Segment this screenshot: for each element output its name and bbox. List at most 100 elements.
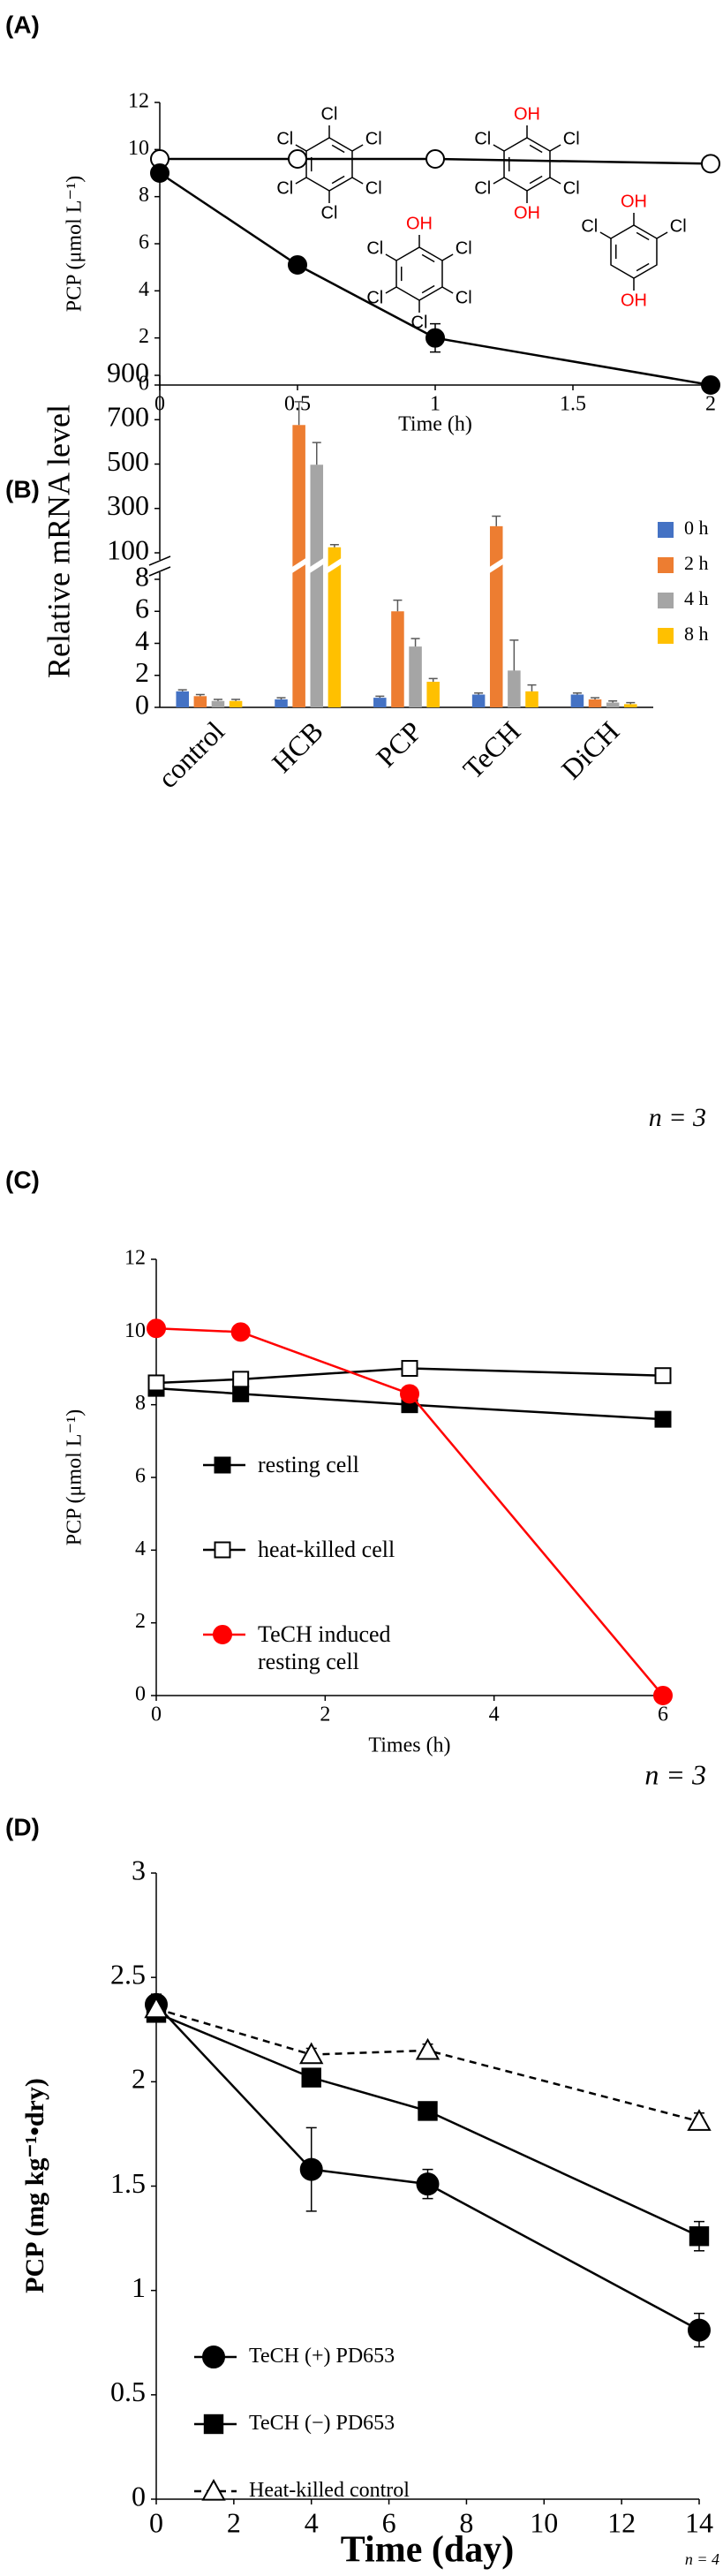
marker [288,149,307,169]
bar [328,547,342,707]
series-line [155,1326,664,1696]
y-tick-label: 8 [139,184,149,207]
panel-label: (B) [5,475,40,502]
y-tick-label: 0 [139,373,149,396]
panel-label: (D) [5,1813,40,1840]
marker [416,2172,440,2196]
error-bar [410,638,420,647]
double-bond [421,284,435,294]
bar [426,682,440,707]
bar [176,691,189,707]
chemical-structure: Cl Cl Cl Cl Cl Cl [276,104,381,223]
y-tick-label: 0 [135,1683,146,1706]
chemical-structure: OH Cl Cl OH Cl Cl [474,104,579,223]
y-axis-label: PCP (μmol L⁻¹) [64,176,87,313]
benzene-ring [395,246,443,301]
error-bar [492,515,501,526]
y-tick-label: 10 [124,1319,146,1342]
bar [588,699,602,707]
marker [299,2157,323,2181]
bar [570,694,584,707]
axis-break [290,557,307,574]
marker [701,154,720,174]
y-tick-label: 500 [107,445,149,477]
series-line [160,157,712,165]
x-tick-label: 8 [459,2507,473,2539]
substituent-bond [295,144,307,152]
marker [150,163,169,183]
x-tick-label: 10 [530,2507,558,2539]
y-tick-label: 100 [107,533,149,565]
legend-swatch [658,628,674,644]
marker [653,1686,673,1705]
marker [689,2226,710,2247]
bar [471,694,486,707]
bar [624,704,637,707]
bar [391,611,404,707]
x-tick-label: 0 [151,1703,162,1726]
legend-label: heat-killed cell [258,1536,395,1562]
x-tick-label: 0 [149,2507,163,2539]
y-tick-label: 2 [135,1610,146,1633]
x-axis-label: Time (h) [398,413,472,436]
double-bond [421,253,435,263]
axis-break [308,557,326,574]
substituent-label: OH [514,203,540,223]
error-bar [509,639,519,671]
series-line [155,2007,700,2123]
chemical-structure: OH Cl Cl Cl Cl Cl [366,214,471,332]
bar [606,702,620,707]
substituent-bond [351,177,364,185]
y-tick-label: 8 [135,1392,146,1415]
marker [299,2042,324,2065]
substituent-label: OH [621,192,647,211]
x-tick-label: 1 [430,392,441,415]
y-tick-label: 0 [132,2480,146,2512]
series-line [155,1367,664,1385]
marker [687,2109,712,2131]
marker [400,1384,419,1404]
error-bar [312,442,321,465]
bar [409,646,422,707]
x-tick-label: 12 [607,2507,636,2539]
error-bar [329,543,339,548]
substituent-bond [599,231,612,239]
marker [688,2318,711,2342]
y-tick-label: 4 [135,624,149,656]
substituent-label: OH [406,214,433,233]
y-tick-label: 0.5 [110,2376,146,2407]
substituent-label: Cl [670,216,687,236]
error-bar [591,697,600,699]
x-axis-label: Times (h) [368,1734,450,1757]
marker [426,328,445,348]
marker [654,1410,672,1428]
x-tick-label: 6 [382,2507,396,2539]
x-tick-label: PCP [370,715,428,774]
sample-size-note: n = 4 [685,2550,719,2568]
y-tick-label: 12 [128,90,149,113]
x-tick-label: control [151,715,230,795]
chemical-structure: OH Cl OH Cl [581,192,686,310]
legend-label: 8 h [684,623,709,645]
axis-break [487,557,505,574]
bar [275,699,288,707]
benzene-ring [610,224,658,279]
series-line [155,2004,700,2331]
marker [401,1360,418,1377]
y-tick-label: 0 [135,688,149,720]
double-bond [636,262,650,272]
legend-label: Heat-killed control [249,2479,410,2503]
x-tick-label: TeCH [456,715,526,785]
marker [301,2067,321,2088]
substituent-label: Cl [321,104,338,124]
substituent-bond [493,177,505,185]
legend-label: 4 h [684,587,709,609]
legend-label: TeCH induced resting cell [258,1620,391,1675]
marker [144,1996,169,2019]
x-tick-label: 14 [685,2507,713,2539]
legend-marker [201,2478,226,2501]
y-axis-label: Relative mRNA level [41,404,76,678]
substituent-bond [656,231,668,239]
substituent-bond [351,144,364,152]
